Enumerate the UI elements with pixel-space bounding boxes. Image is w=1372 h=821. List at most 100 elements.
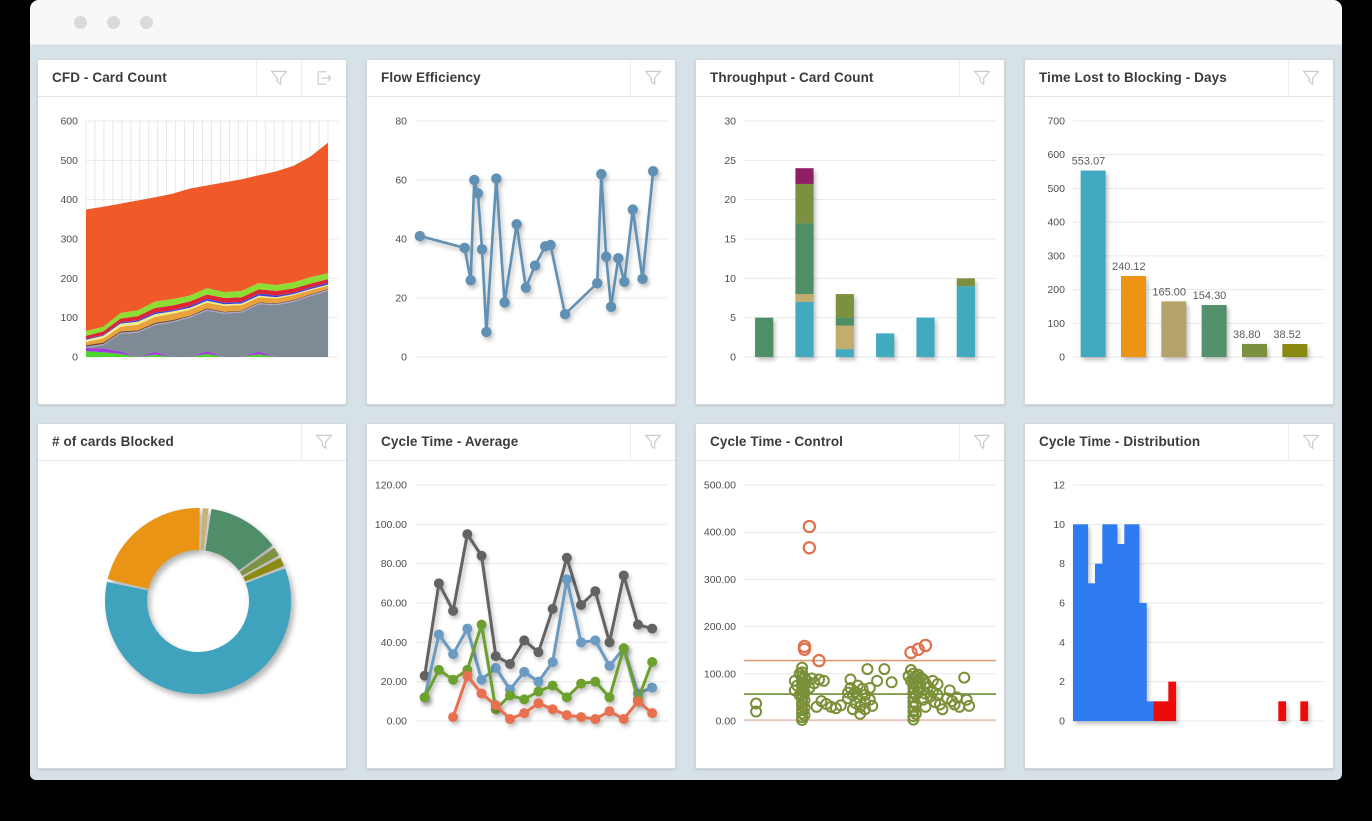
panel-cfd-card-count: CFD - Card Count 0 100 200 300 400 500 600: [37, 59, 347, 405]
panel-title: Time Lost to Blocking - Days: [1039, 70, 1227, 85]
svg-text:100.00: 100.00: [704, 668, 736, 680]
svg-text:0: 0: [730, 352, 736, 364]
window-control-dot[interactable]: [107, 15, 120, 29]
svg-text:0: 0: [72, 352, 78, 364]
filter-button[interactable]: [630, 424, 675, 460]
filter-button[interactable]: [1288, 60, 1333, 96]
filter-button[interactable]: [630, 60, 675, 96]
app-window: CFD - Card Count 0 100 200 300 400 500 600 Flo…: [30, 0, 1342, 780]
svg-text:20: 20: [395, 293, 407, 305]
cycle-time-distribution-chart: 0 2 4 6 8 10 12: [1025, 461, 1333, 768]
svg-text:5: 5: [730, 312, 736, 324]
filter-funnel-icon: [315, 434, 333, 449]
svg-text:6: 6: [1059, 598, 1065, 610]
svg-text:80.00: 80.00: [381, 558, 407, 570]
svg-text:0: 0: [1059, 716, 1065, 728]
filter-button[interactable]: [301, 424, 346, 460]
svg-text:38.52: 38.52: [1273, 329, 1301, 341]
panel-time-lost-to-blocking: Time Lost to Blocking - Days 0 100 200 300 4…: [1024, 59, 1334, 405]
svg-text:8: 8: [1059, 558, 1065, 570]
svg-text:20: 20: [724, 194, 736, 206]
svg-text:20.00: 20.00: [381, 676, 407, 688]
panel-cycle-time-control: Cycle Time - Control 0.00 100.00 200.00 300…: [695, 423, 1005, 769]
filter-funnel-icon: [644, 70, 662, 85]
window-control-dot[interactable]: [74, 15, 87, 29]
panel-cycle-time-average: Cycle Time - Average 0.00 20.00 40.00 60.00…: [366, 423, 676, 769]
svg-text:154.30: 154.30: [1193, 290, 1227, 302]
svg-text:600: 600: [60, 116, 78, 128]
svg-text:400: 400: [60, 194, 78, 206]
cfd-chart: 0 100 200 300 400 500 600: [38, 97, 346, 404]
filter-funnel-icon: [270, 70, 288, 85]
svg-text:240.12: 240.12: [1112, 261, 1146, 273]
panel-title: Throughput - Card Count: [710, 70, 874, 85]
filter-button[interactable]: [959, 60, 1004, 96]
svg-text:200: 200: [1047, 284, 1065, 296]
time-lost-chart: 0 100 200 300 400 500 600 700 553.07 240.12 165.00…: [1025, 97, 1333, 404]
panel-header: Cycle Time - Distribution: [1025, 424, 1333, 461]
svg-text:300: 300: [60, 234, 78, 246]
svg-text:0: 0: [1059, 352, 1065, 364]
svg-text:0.00: 0.00: [387, 716, 408, 728]
panel-header: Flow Efficiency: [367, 60, 675, 97]
flow-efficiency-chart: 0 20 40 60 80: [367, 97, 675, 404]
svg-text:10: 10: [724, 273, 736, 285]
panel-title: # of cards Blocked: [52, 434, 174, 449]
filter-button[interactable]: [959, 424, 1004, 460]
svg-text:40.00: 40.00: [381, 637, 407, 649]
export-button[interactable]: [301, 60, 346, 96]
svg-text:100: 100: [60, 312, 78, 324]
dashboard-grid: CFD - Card Count 0 100 200 300 400 500 600 Flo…: [30, 45, 1342, 780]
svg-text:500.00: 500.00: [704, 480, 736, 492]
filter-funnel-icon: [1302, 434, 1320, 449]
window-control-dot[interactable]: [140, 15, 153, 29]
panel-header: # of cards Blocked: [38, 424, 346, 461]
panel-title: CFD - Card Count: [52, 70, 167, 85]
svg-text:80: 80: [395, 116, 407, 128]
svg-text:500: 500: [1047, 183, 1065, 195]
svg-text:60: 60: [395, 175, 407, 187]
svg-text:300: 300: [1047, 250, 1065, 262]
filter-funnel-icon: [973, 70, 991, 85]
cards-blocked-chart: [38, 461, 346, 768]
panel-title: Flow Efficiency: [381, 70, 481, 85]
svg-text:120.00: 120.00: [375, 480, 407, 492]
filter-button[interactable]: [1288, 424, 1333, 460]
svg-text:10: 10: [1053, 519, 1065, 531]
panel-header: CFD - Card Count: [38, 60, 346, 97]
svg-text:500: 500: [60, 155, 78, 167]
svg-text:25: 25: [724, 155, 736, 167]
panel-header: Throughput - Card Count: [696, 60, 1004, 97]
svg-text:40: 40: [395, 234, 407, 246]
svg-text:60.00: 60.00: [381, 598, 407, 610]
panel-header: Cycle Time - Average: [367, 424, 675, 461]
throughput-chart: 0 5 10 15 20 25 30: [696, 97, 1004, 404]
cycle-time-control-chart: 0.00 100.00 200.00 300.00 400.00 500.00: [696, 461, 1004, 768]
filter-funnel-icon: [1302, 70, 1320, 85]
svg-text:15: 15: [724, 234, 736, 246]
panel-flow-efficiency: Flow Efficiency 0 20 40 60 80: [366, 59, 676, 405]
svg-text:400: 400: [1047, 217, 1065, 229]
filter-funnel-icon: [644, 434, 662, 449]
panel-title: Cycle Time - Control: [710, 434, 844, 449]
svg-text:0.00: 0.00: [716, 716, 737, 728]
svg-text:300.00: 300.00: [704, 574, 736, 586]
panel-throughput-card-count: Throughput - Card Count 0 5 10 15 20 25 30: [695, 59, 1005, 405]
svg-text:700: 700: [1047, 116, 1065, 128]
svg-text:4: 4: [1059, 637, 1065, 649]
panel-title: Cycle Time - Distribution: [1039, 434, 1201, 449]
svg-text:0: 0: [401, 352, 407, 364]
filter-funnel-icon: [973, 434, 991, 449]
svg-text:400.00: 400.00: [704, 527, 736, 539]
window-titlebar: [30, 0, 1342, 45]
panel-cycle-time-distribution: Cycle Time - Distribution 0 2 4 6 8 10 12: [1024, 423, 1334, 769]
panel-title: Cycle Time - Average: [381, 434, 519, 449]
svg-text:100.00: 100.00: [375, 519, 407, 531]
svg-text:100: 100: [1047, 318, 1065, 330]
svg-text:12: 12: [1053, 480, 1065, 492]
filter-button[interactable]: [256, 60, 301, 96]
svg-text:165.00: 165.00: [1152, 286, 1186, 298]
svg-text:38.80: 38.80: [1233, 329, 1261, 341]
panel-cards-blocked: # of cards Blocked: [37, 423, 347, 769]
svg-text:600: 600: [1047, 149, 1065, 161]
